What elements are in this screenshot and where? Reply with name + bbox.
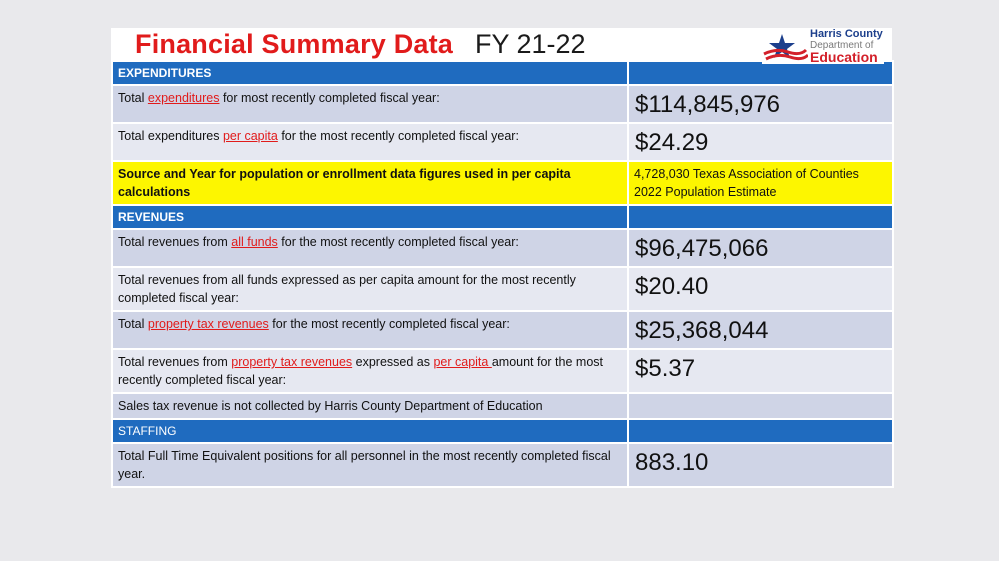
row-value	[627, 392, 894, 420]
section-label: STAFFING	[111, 418, 629, 444]
row-label: Source and Year for population or enroll…	[111, 160, 629, 206]
section-header-staffing: STAFFING	[111, 418, 894, 444]
property-tax-revenues-link[interactable]: property tax revenues	[147, 317, 269, 331]
row-label: Total revenues from all funds for the mo…	[111, 228, 629, 268]
property-tax-revenues-link[interactable]: property tax revenues	[231, 355, 353, 369]
row-value: 4,728,030 Texas Association of Counties 2…	[627, 160, 894, 206]
section-header-revenues: REVENUES	[111, 204, 894, 230]
section-header-expenditures: EXPENDITURES	[111, 60, 894, 86]
row-label: Total revenues from all funds expressed …	[111, 266, 629, 312]
financial-summary-table: EXPENDITURES Total expenditures for most…	[111, 60, 894, 488]
slide: Financial Summary Data FY 21-22 Harris C…	[111, 28, 894, 488]
logo-line-2: Department of	[810, 40, 874, 51]
row-label: Total revenues from property tax revenue…	[111, 348, 629, 394]
section-label: EXPENDITURES	[111, 60, 629, 86]
row-label: Total Full Time Equivalent positions for…	[111, 442, 629, 488]
row-label: Total expenditures per capita for the mo…	[111, 122, 629, 162]
row-value: $25,368,044	[627, 310, 894, 350]
logo-line-3: Education	[810, 49, 878, 65]
row-value: 883.10	[627, 442, 894, 488]
page-title: Financial Summary Data	[135, 29, 454, 59]
table-row: Total property tax revenues for the most…	[111, 310, 894, 350]
table-row: Total expenditures per capita for the mo…	[111, 122, 894, 162]
row-value: $20.40	[627, 266, 894, 312]
row-label: Total expenditures for most recently com…	[111, 84, 629, 124]
per-capita-link[interactable]: per capita	[222, 129, 278, 143]
row-value: $24.29	[627, 122, 894, 162]
section-label: REVENUES	[111, 204, 629, 230]
row-label: Total property tax revenues for the most…	[111, 310, 629, 350]
logo-line-1: Harris County	[810, 28, 883, 40]
table-row: Sales tax revenue is not collected by Ha…	[111, 392, 894, 420]
row-value: $5.37	[627, 348, 894, 394]
row-label: Sales tax revenue is not collected by Ha…	[111, 392, 629, 420]
title-bar: Financial Summary Data FY 21-22 Harris C…	[111, 28, 892, 65]
table-row: Total Full Time Equivalent positions for…	[111, 442, 894, 488]
table-row: Total expenditures for most recently com…	[111, 84, 894, 124]
expenditures-link[interactable]: expenditures	[147, 91, 220, 105]
table-row-highlight: Source and Year for population or enroll…	[111, 160, 894, 206]
table-row: Total revenues from property tax revenue…	[111, 348, 894, 394]
table-row: Total revenues from all funds expressed …	[111, 266, 894, 312]
row-value: $114,845,976	[627, 84, 894, 124]
table-row: Total revenues from all funds for the mo…	[111, 228, 894, 268]
star-flag-icon	[763, 34, 808, 61]
hcde-logo: Harris County Department of Education	[762, 28, 884, 65]
fiscal-year-title: FY 21-22	[475, 29, 586, 59]
all-funds-link[interactable]: all funds	[231, 235, 278, 249]
per-capita-link[interactable]: per capita	[433, 355, 492, 369]
row-value: $96,475,066	[627, 228, 894, 268]
